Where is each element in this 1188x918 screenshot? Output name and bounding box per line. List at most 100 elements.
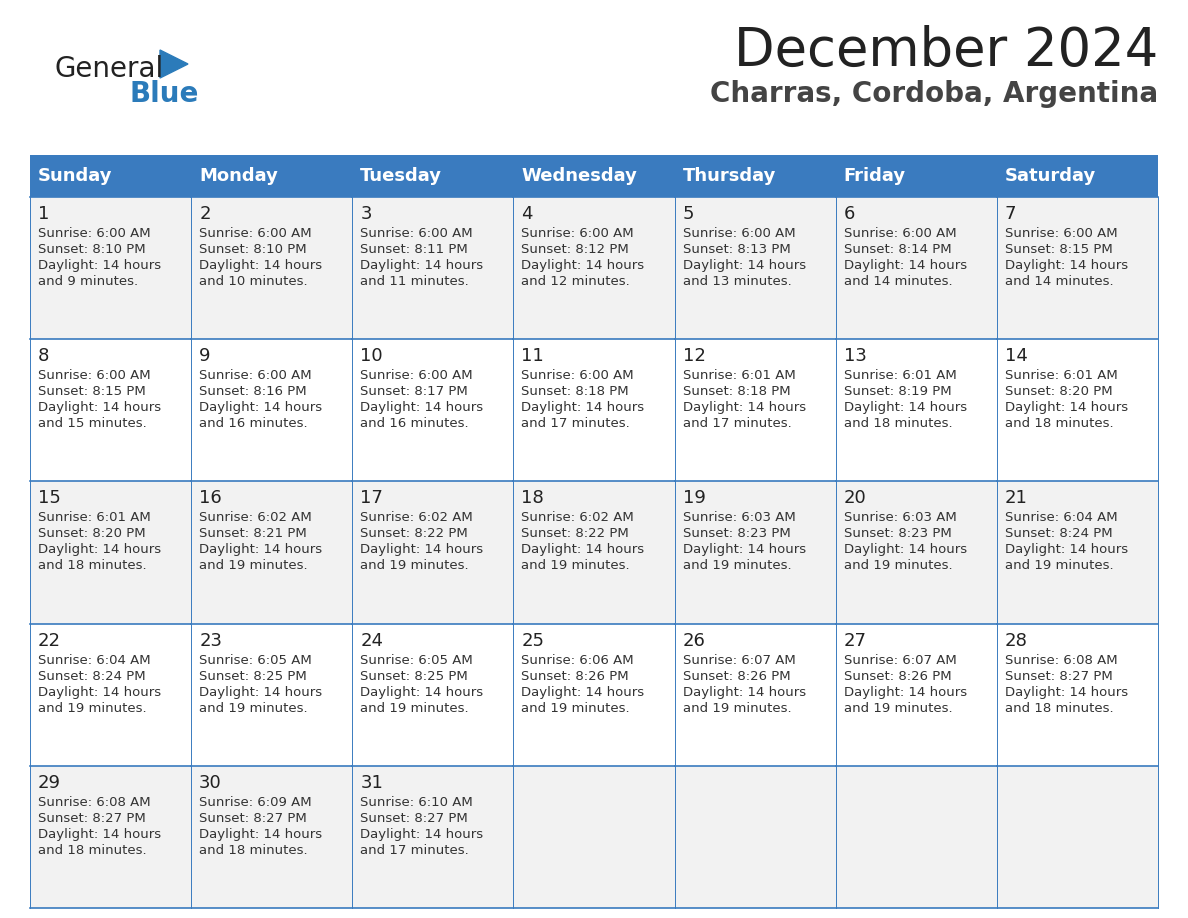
Text: Sunrise: 6:03 AM: Sunrise: 6:03 AM (683, 511, 795, 524)
Text: and 19 minutes.: and 19 minutes. (843, 559, 953, 573)
Text: Sunrise: 6:02 AM: Sunrise: 6:02 AM (200, 511, 312, 524)
Text: Sunset: 8:13 PM: Sunset: 8:13 PM (683, 243, 790, 256)
Text: Sunset: 8:25 PM: Sunset: 8:25 PM (360, 669, 468, 683)
Bar (675, 766, 835, 908)
Text: and 19 minutes.: and 19 minutes. (1005, 559, 1113, 573)
Text: and 19 minutes.: and 19 minutes. (200, 559, 308, 573)
Text: 4: 4 (522, 205, 533, 223)
Text: Sunset: 8:26 PM: Sunset: 8:26 PM (522, 669, 630, 683)
Text: and 18 minutes.: and 18 minutes. (200, 844, 308, 856)
Text: Daylight: 14 hours: Daylight: 14 hours (843, 401, 967, 414)
Text: 19: 19 (683, 489, 706, 508)
Text: Daylight: 14 hours: Daylight: 14 hours (1005, 259, 1127, 272)
Text: Sunset: 8:26 PM: Sunset: 8:26 PM (683, 669, 790, 683)
Text: 2: 2 (200, 205, 210, 223)
Bar (353, 766, 513, 908)
Text: Sunset: 8:16 PM: Sunset: 8:16 PM (200, 386, 307, 398)
Text: Sunset: 8:23 PM: Sunset: 8:23 PM (843, 528, 952, 541)
Text: Daylight: 14 hours: Daylight: 14 hours (200, 828, 322, 841)
Bar (997, 339, 1158, 481)
Text: 25: 25 (522, 632, 544, 650)
Text: Daylight: 14 hours: Daylight: 14 hours (360, 686, 484, 699)
Text: Sunset: 8:10 PM: Sunset: 8:10 PM (38, 243, 146, 256)
Text: Daylight: 14 hours: Daylight: 14 hours (683, 543, 805, 556)
Text: and 18 minutes.: and 18 minutes. (1005, 417, 1113, 431)
Text: and 17 minutes.: and 17 minutes. (522, 417, 630, 431)
Bar (30, 339, 191, 481)
Text: Sunset: 8:15 PM: Sunset: 8:15 PM (1005, 243, 1113, 256)
Text: and 14 minutes.: and 14 minutes. (843, 275, 953, 288)
Text: Sunrise: 6:00 AM: Sunrise: 6:00 AM (683, 227, 795, 240)
Text: Sunset: 8:11 PM: Sunset: 8:11 PM (360, 243, 468, 256)
Text: Sunrise: 6:01 AM: Sunrise: 6:01 AM (38, 511, 151, 524)
Text: Daylight: 14 hours: Daylight: 14 hours (522, 543, 645, 556)
Text: Sunset: 8:14 PM: Sunset: 8:14 PM (843, 243, 952, 256)
Text: Sunrise: 6:02 AM: Sunrise: 6:02 AM (360, 511, 473, 524)
Text: Sunrise: 6:07 AM: Sunrise: 6:07 AM (843, 654, 956, 666)
Text: Sunset: 8:18 PM: Sunset: 8:18 PM (522, 386, 630, 398)
Text: 9: 9 (200, 347, 210, 365)
Bar (513, 197, 675, 339)
Bar (191, 623, 353, 766)
Text: Sunrise: 6:08 AM: Sunrise: 6:08 AM (1005, 654, 1118, 666)
Text: Sunrise: 6:01 AM: Sunrise: 6:01 AM (683, 369, 795, 382)
Bar (835, 339, 997, 481)
Text: and 19 minutes.: and 19 minutes. (200, 701, 308, 714)
Text: and 17 minutes.: and 17 minutes. (683, 417, 791, 431)
Bar (513, 623, 675, 766)
Text: Daylight: 14 hours: Daylight: 14 hours (200, 401, 322, 414)
Text: and 18 minutes.: and 18 minutes. (1005, 701, 1113, 714)
Bar (191, 339, 353, 481)
Text: 8: 8 (38, 347, 50, 365)
Text: Daylight: 14 hours: Daylight: 14 hours (683, 401, 805, 414)
Text: 17: 17 (360, 489, 384, 508)
Text: Sunrise: 6:01 AM: Sunrise: 6:01 AM (843, 369, 956, 382)
Text: Daylight: 14 hours: Daylight: 14 hours (522, 259, 645, 272)
Text: Sunset: 8:12 PM: Sunset: 8:12 PM (522, 243, 630, 256)
Text: and 12 minutes.: and 12 minutes. (522, 275, 630, 288)
Text: Daylight: 14 hours: Daylight: 14 hours (38, 828, 162, 841)
Text: 10: 10 (360, 347, 383, 365)
Bar (675, 481, 835, 623)
Text: Sunrise: 6:07 AM: Sunrise: 6:07 AM (683, 654, 795, 666)
Text: Sunrise: 6:00 AM: Sunrise: 6:00 AM (200, 369, 311, 382)
Bar (513, 766, 675, 908)
Bar (353, 623, 513, 766)
Text: Daylight: 14 hours: Daylight: 14 hours (200, 686, 322, 699)
Bar (675, 623, 835, 766)
Text: Daylight: 14 hours: Daylight: 14 hours (360, 259, 484, 272)
Bar (997, 766, 1158, 908)
Bar (997, 481, 1158, 623)
Text: Sunset: 8:23 PM: Sunset: 8:23 PM (683, 528, 790, 541)
Text: Daylight: 14 hours: Daylight: 14 hours (200, 259, 322, 272)
Text: Sunrise: 6:09 AM: Sunrise: 6:09 AM (200, 796, 311, 809)
Text: 31: 31 (360, 774, 384, 792)
Text: Sunrise: 6:00 AM: Sunrise: 6:00 AM (522, 227, 634, 240)
Text: and 18 minutes.: and 18 minutes. (38, 559, 146, 573)
Bar (513, 339, 675, 481)
Text: and 13 minutes.: and 13 minutes. (683, 275, 791, 288)
Text: Daylight: 14 hours: Daylight: 14 hours (683, 686, 805, 699)
Bar (30, 481, 191, 623)
Text: Sunset: 8:22 PM: Sunset: 8:22 PM (360, 528, 468, 541)
Text: 13: 13 (843, 347, 866, 365)
Text: and 19 minutes.: and 19 minutes. (38, 701, 146, 714)
Text: Sunset: 8:25 PM: Sunset: 8:25 PM (200, 669, 307, 683)
Text: Daylight: 14 hours: Daylight: 14 hours (1005, 401, 1127, 414)
Bar (997, 623, 1158, 766)
Text: and 11 minutes.: and 11 minutes. (360, 275, 469, 288)
Text: 3: 3 (360, 205, 372, 223)
Text: Sunset: 8:24 PM: Sunset: 8:24 PM (38, 669, 146, 683)
Text: 22: 22 (38, 632, 61, 650)
Text: and 19 minutes.: and 19 minutes. (683, 559, 791, 573)
Bar (191, 197, 353, 339)
Text: and 16 minutes.: and 16 minutes. (200, 417, 308, 431)
Text: and 19 minutes.: and 19 minutes. (360, 559, 469, 573)
Text: 29: 29 (38, 774, 61, 792)
Text: Sunset: 8:27 PM: Sunset: 8:27 PM (38, 812, 146, 824)
Text: Saturday: Saturday (1005, 167, 1097, 185)
Text: Sunset: 8:22 PM: Sunset: 8:22 PM (522, 528, 630, 541)
Text: Tuesday: Tuesday (360, 167, 442, 185)
Text: Sunday: Sunday (38, 167, 113, 185)
Polygon shape (160, 50, 188, 78)
